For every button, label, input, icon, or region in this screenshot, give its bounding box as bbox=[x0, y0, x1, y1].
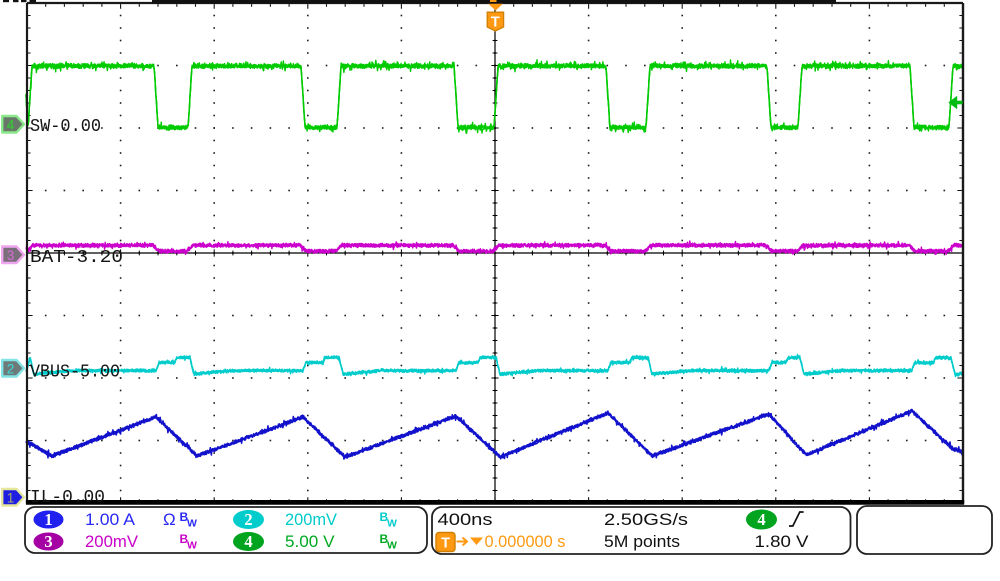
svg-text:200mV: 200mV bbox=[285, 510, 338, 529]
svg-text:W: W bbox=[187, 540, 197, 552]
svg-text:B: B bbox=[380, 532, 389, 546]
svg-text:SW-0.00: SW-0.00 bbox=[30, 117, 101, 137]
svg-text:1: 1 bbox=[7, 490, 15, 505]
svg-text:W: W bbox=[387, 540, 397, 552]
svg-text:400ns: 400ns bbox=[438, 510, 493, 529]
svg-text:IL-0.00: IL-0.00 bbox=[30, 488, 105, 508]
svg-text:T: T bbox=[491, 15, 500, 31]
svg-text:1.00 A: 1.00 A bbox=[85, 510, 136, 529]
svg-text:5M points: 5M points bbox=[604, 532, 680, 551]
svg-text:1: 1 bbox=[44, 510, 52, 529]
svg-text:BAT-3.20: BAT-3.20 bbox=[30, 248, 123, 268]
svg-text:Ω: Ω bbox=[163, 510, 176, 529]
svg-text:1.80 V: 1.80 V bbox=[755, 532, 810, 551]
svg-text:4: 4 bbox=[244, 532, 252, 551]
svg-text:2: 2 bbox=[7, 361, 15, 376]
svg-text:B: B bbox=[380, 510, 389, 524]
svg-text:3: 3 bbox=[7, 248, 15, 263]
svg-text:5.00 V: 5.00 V bbox=[285, 532, 335, 551]
svg-text:200mV: 200mV bbox=[85, 532, 139, 551]
svg-text:W: W bbox=[187, 518, 197, 530]
svg-text:0.000000 s: 0.000000 s bbox=[485, 532, 566, 551]
svg-text:2.50GS/s: 2.50GS/s bbox=[604, 510, 688, 529]
svg-text:B: B bbox=[180, 510, 189, 524]
svg-text:T: T bbox=[441, 536, 450, 552]
svg-text:4: 4 bbox=[757, 510, 765, 529]
svg-text:2: 2 bbox=[244, 510, 252, 529]
svg-text:W: W bbox=[387, 518, 397, 530]
svg-text:B: B bbox=[180, 532, 189, 546]
svg-text:4: 4 bbox=[7, 117, 15, 132]
svg-text:VBUS-5.00: VBUS-5.00 bbox=[30, 363, 120, 383]
svg-text:3: 3 bbox=[44, 532, 52, 551]
